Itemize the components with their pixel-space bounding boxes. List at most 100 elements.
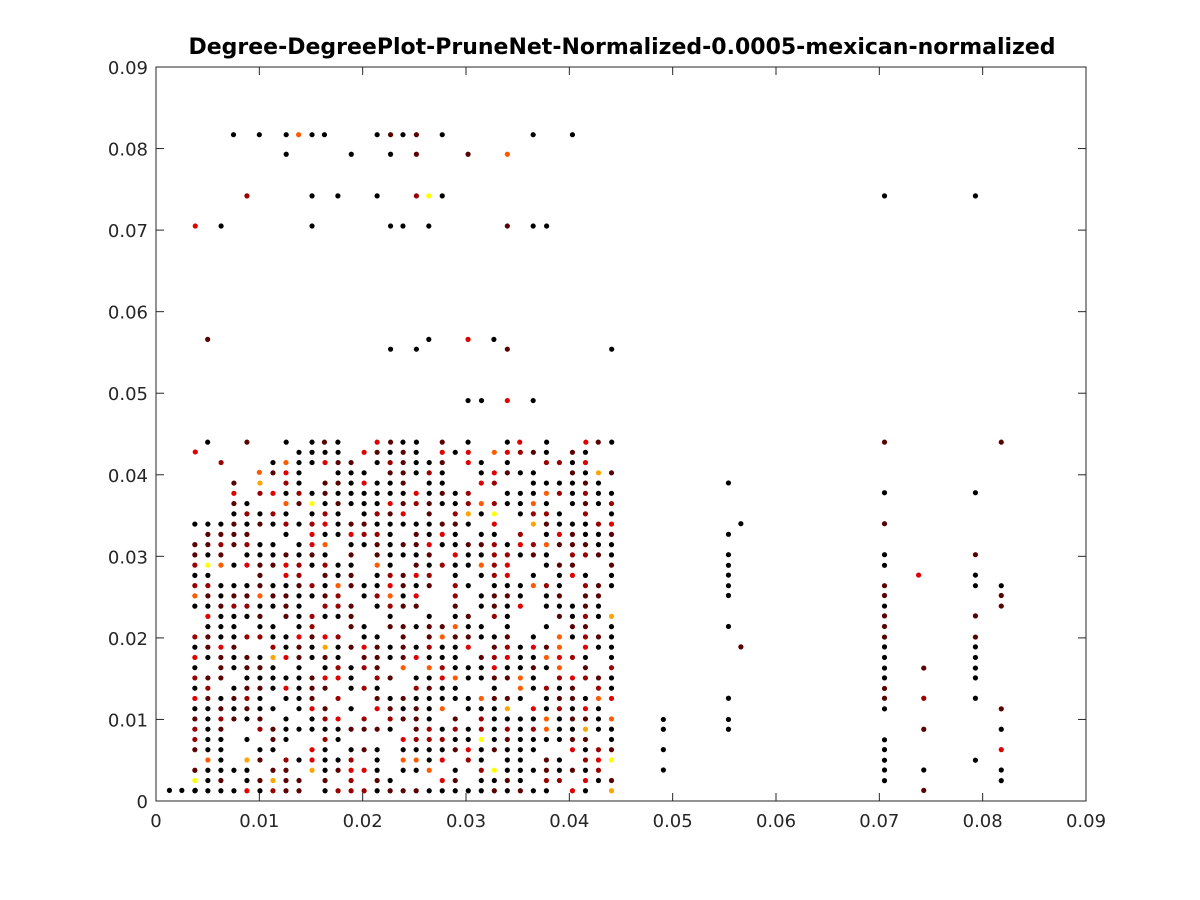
scatter-point: [517, 736, 523, 743]
scatter-point: [544, 439, 550, 445]
scatter-point: [972, 193, 979, 199]
scatter-point: [543, 531, 549, 537]
scatter-point: [582, 654, 589, 661]
scatter-point: [504, 223, 510, 229]
scatter-point: [387, 788, 393, 794]
scatter-point: [374, 706, 380, 712]
scatter-point: [569, 706, 576, 712]
scatter-point: [283, 777, 289, 784]
scatter-point: [543, 695, 549, 702]
scatter-point: [491, 736, 497, 743]
scatter-point: [387, 726, 393, 732]
scatter-point: [608, 490, 615, 496]
scatter-point: [296, 449, 302, 455]
scatter-point: [244, 193, 250, 199]
scatter-point: [205, 336, 211, 342]
scatter-point: [296, 480, 302, 486]
scatter-point: [387, 223, 394, 229]
scatter-point: [543, 726, 549, 732]
scatter-point: [465, 706, 471, 712]
scatter-point: [517, 757, 523, 763]
scatter-point: [569, 747, 576, 753]
scatter-point: [556, 685, 563, 691]
scatter-point: [374, 747, 380, 753]
scatter-point: [556, 459, 563, 466]
scatter-point: [478, 562, 484, 568]
scatter-point: [478, 552, 484, 558]
scatter-point: [231, 665, 237, 671]
scatter-point: [452, 500, 458, 507]
scatter-point: [400, 583, 406, 589]
x-tick-label: 0.06: [756, 811, 796, 832]
scatter-point: [361, 716, 367, 722]
scatter-point: [556, 480, 563, 486]
scatter-point: [595, 583, 602, 589]
scatter-point: [426, 480, 432, 486]
scatter-point: [218, 542, 224, 548]
scatter-point: [335, 490, 341, 496]
scatter-point: [283, 644, 289, 650]
scatter-point: [270, 706, 276, 712]
scatter-point: [387, 675, 393, 681]
scatter-point: [660, 747, 666, 753]
scatter-point: [608, 788, 615, 794]
y-tick-label: 0: [137, 792, 148, 813]
scatter-point: [205, 675, 211, 681]
scatter-point: [530, 665, 536, 671]
scatter-point: [413, 603, 419, 609]
scatter-point: [543, 624, 549, 630]
scatter-point: [348, 726, 354, 732]
scatter-point: [439, 521, 445, 527]
scatter-point: [400, 449, 406, 455]
scatter-point: [309, 716, 315, 722]
scatter-point: [881, 747, 888, 753]
scatter-point: [218, 757, 224, 763]
scatter-point: [387, 470, 393, 476]
scatter-point: [244, 654, 250, 661]
scatter-point: [309, 583, 315, 589]
scatter-point: [725, 562, 732, 568]
scatter-point: [452, 572, 458, 578]
scatter-point: [231, 613, 237, 619]
scatter-point: [296, 788, 302, 794]
scatter-point: [218, 634, 224, 640]
scatter-point: [322, 500, 328, 507]
scatter-point: [166, 787, 173, 793]
scatter-point: [335, 449, 341, 455]
scatter-point: [556, 562, 563, 568]
scatter-point: [231, 480, 237, 486]
scatter-point: [543, 593, 549, 599]
scatter-point: [192, 787, 198, 793]
scatter-point: [231, 788, 237, 794]
scatter-point: [439, 788, 445, 794]
scatter-point: [270, 788, 276, 794]
scatter-point: [452, 634, 458, 640]
scatter-point: [452, 695, 458, 702]
scatter-point: [530, 747, 536, 753]
x-tick-label: 0.03: [446, 811, 486, 832]
scatter-point: [335, 767, 341, 773]
scatter-point: [322, 511, 328, 517]
scatter-point: [270, 675, 276, 681]
scatter-point: [491, 695, 497, 702]
scatter-point: [439, 132, 445, 138]
scatter-point: [504, 603, 510, 609]
scatter-point: [881, 685, 888, 692]
scatter-point: [192, 583, 198, 589]
scatter-point: [256, 132, 262, 138]
scatter-point: [257, 572, 263, 578]
scatter-point: [998, 767, 1004, 773]
scatter-point: [348, 583, 354, 589]
scatter-point: [916, 572, 922, 578]
scatter-point: [660, 716, 666, 723]
scatter-point: [244, 521, 250, 527]
scatter-point: [322, 644, 328, 650]
scatter-point: [400, 552, 406, 558]
scatter-point: [244, 542, 250, 548]
scatter-point: [426, 634, 432, 640]
scatter-point: [283, 500, 289, 507]
scatter-point: [413, 542, 419, 548]
scatter-point: [335, 531, 341, 537]
scatter-point: [517, 439, 523, 445]
scatter-point: [608, 511, 615, 517]
